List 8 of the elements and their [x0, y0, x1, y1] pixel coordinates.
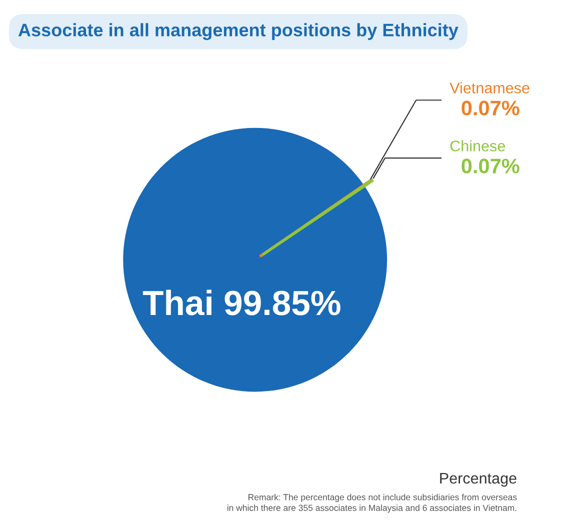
data-label: 0.07%	[462, 158, 520, 174]
slice-label: Chinese	[450, 140, 505, 152]
data-label: 0.07%	[462, 100, 520, 116]
slice-label: Vietnamese	[450, 82, 530, 94]
text: Remark: The percentage does not include subsidiaries from overseas in which there are 355 associates in Malaysia and 6 associates in Vietnam.	[227, 494, 517, 513]
slice-label: Thai 99.85%	[142, 290, 340, 316]
text: Percentage	[440, 473, 516, 487]
chart-title: Associate in all management positions by Ethnicity	[18, 23, 458, 40]
